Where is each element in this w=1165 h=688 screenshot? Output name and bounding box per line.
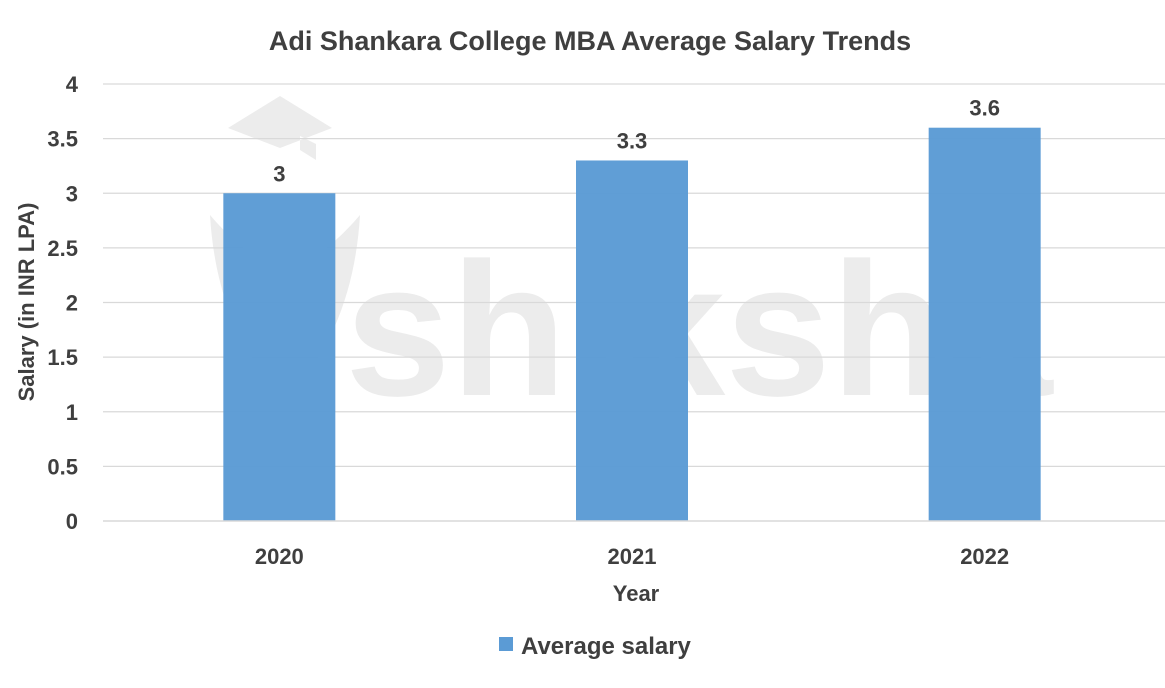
x-tick-label: 2022: [960, 544, 1009, 569]
data-label: 3.3: [617, 128, 648, 153]
bar: [928, 127, 1041, 521]
legend-label: Average salary: [521, 633, 692, 660]
y-tick-label: 2.5: [47, 236, 78, 261]
bars: [223, 127, 1041, 521]
y-tick-label: 1.5: [47, 345, 78, 370]
x-axis-ticks: 2020 2021 2022: [255, 544, 1009, 569]
legend: Average salary: [499, 633, 692, 660]
y-tick-label: 0: [66, 509, 78, 534]
data-labels: 3 3.3 3.6: [273, 96, 1000, 187]
y-tick-label: 4: [66, 72, 79, 97]
y-tick-label: 0.5: [47, 454, 78, 479]
y-tick-label: 3.5: [47, 127, 78, 152]
watermark-logo-icon: [228, 96, 332, 160]
y-axis-title: Salary (in INR LPA): [14, 203, 39, 402]
y-tick-label: 1: [66, 400, 78, 425]
data-label: 3: [273, 161, 285, 186]
legend-swatch: [499, 637, 513, 651]
x-tick-label: 2021: [608, 544, 657, 569]
x-axis-title: Year: [613, 581, 660, 606]
y-tick-label: 3: [66, 181, 78, 206]
chart-title: Adi Shankara College MBA Average Salary …: [269, 26, 911, 56]
y-axis-ticks: 0 0.5 1 1.5 2 2.5 3 3.5 4: [47, 72, 78, 534]
bar: [223, 193, 336, 521]
y-tick-label: 2: [66, 291, 78, 316]
data-label: 3.6: [969, 96, 1000, 121]
x-tick-label: 2020: [255, 544, 304, 569]
bar: [576, 160, 688, 521]
